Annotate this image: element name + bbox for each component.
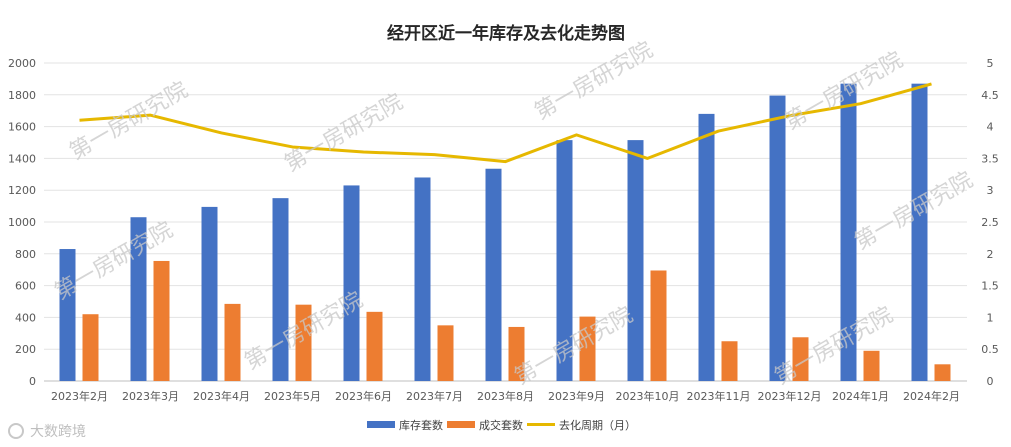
x-tick-label: 2023年12月 xyxy=(758,389,822,403)
bar-sales xyxy=(934,364,951,381)
watermark-text: 第一房研究院 xyxy=(281,90,408,178)
bar-sales xyxy=(295,304,312,381)
bar-inventory xyxy=(272,198,289,381)
bar-sales xyxy=(224,303,241,381)
bar-inventory xyxy=(911,83,928,382)
bar-sales xyxy=(650,270,667,381)
bar-inventory xyxy=(698,113,715,381)
y-left-tick-label: 600 xyxy=(15,280,36,293)
y-right-tick-label: 4.5 xyxy=(981,89,999,102)
y-right-tick-label: 3.5 xyxy=(981,152,999,165)
bar-inventory xyxy=(485,168,502,381)
y-left-tick-label: 800 xyxy=(15,248,36,261)
bar-sales xyxy=(437,325,454,381)
y-right-tick-label: 1 xyxy=(987,311,994,324)
x-tick-label: 2023年11月 xyxy=(687,389,751,403)
legend-swatch xyxy=(447,421,475,428)
bar-inventory xyxy=(59,249,76,381)
bar-sales xyxy=(153,260,170,381)
y-left-tick-label: 2000 xyxy=(8,57,36,70)
x-axis-labels: 2023年2月 2023年3月 2023年4月 2023年5月 2023年6月 2023年… xyxy=(51,389,960,403)
legend-swatch xyxy=(367,421,395,428)
y-left-tick-label: 0 xyxy=(29,375,36,388)
y-left-tick-label: 1200 xyxy=(8,184,36,197)
x-tick-label: 2023年2月 xyxy=(51,389,108,403)
bar-inventory xyxy=(414,177,431,381)
x-tick-label: 2023年7月 xyxy=(406,389,463,403)
corner-logo-text: 大数跨境 xyxy=(30,424,86,440)
bar-inventory xyxy=(556,140,573,381)
right-axis-ticks: 0 0.5 1 1.5 2 2.5 3 3.5 4 4.5 5 xyxy=(981,57,999,388)
bar-sales xyxy=(508,326,525,381)
y-right-tick-label: 4 xyxy=(987,121,994,134)
legend: 库存套数 成交套数 去化周期（月） xyxy=(367,418,636,432)
y-left-tick-label: 1800 xyxy=(8,89,36,102)
bar-sales xyxy=(721,341,738,381)
bar-sales xyxy=(366,311,383,381)
bar-series xyxy=(59,83,951,382)
line-series xyxy=(79,82,932,164)
logo-icon xyxy=(8,423,24,439)
bar-inventory xyxy=(343,185,360,381)
bar-sales xyxy=(863,350,880,381)
line-turnover-period xyxy=(79,82,932,164)
y-right-tick-label: 2.5 xyxy=(981,216,999,229)
x-tick-label: 2023年8月 xyxy=(477,389,534,403)
bar-inventory xyxy=(130,217,147,381)
bar-sales xyxy=(82,314,99,381)
watermark-text: 第一房研究院 xyxy=(531,38,658,126)
legend-label: 去化周期（月） xyxy=(559,418,636,432)
y-left-tick-label: 400 xyxy=(15,311,36,324)
x-tick-label: 2023年9月 xyxy=(548,389,605,403)
x-tick-label: 2023年4月 xyxy=(193,389,250,403)
y-left-tick-label: 200 xyxy=(15,343,36,356)
bar-inventory xyxy=(201,206,218,381)
gridlines xyxy=(44,62,967,382)
bar-inventory xyxy=(627,140,644,381)
bar-sales xyxy=(579,316,596,381)
y-right-tick-label: 1.5 xyxy=(981,280,999,293)
y-right-tick-label: 2 xyxy=(987,248,994,261)
x-tick-label: 2023年3月 xyxy=(122,389,179,403)
y-left-tick-label: 1000 xyxy=(8,216,36,229)
x-tick-label: 2024年2月 xyxy=(903,389,960,403)
y-right-tick-label: 0 xyxy=(987,375,994,388)
y-right-tick-label: 0.5 xyxy=(981,343,999,356)
x-tick-label: 2023年6月 xyxy=(335,389,392,403)
x-tick-label: 2023年10月 xyxy=(616,389,680,403)
left-axis-ticks: 0 200 400 600 800 1000 1200 1400 1600 1800 2000 xyxy=(8,57,36,388)
legend-label: 库存套数 xyxy=(399,418,443,432)
y-left-tick-label: 1600 xyxy=(8,121,36,134)
bar-inventory xyxy=(840,83,857,382)
watermark-text: 第一房研究院 xyxy=(511,303,638,391)
x-tick-label: 2024年1月 xyxy=(832,389,889,403)
y-right-tick-label: 5 xyxy=(987,57,994,70)
x-tick-label: 2023年5月 xyxy=(264,389,321,403)
bar-inventory xyxy=(769,95,786,381)
y-right-tick-label: 3 xyxy=(987,184,994,197)
bar-sales xyxy=(792,337,809,381)
legend-label: 成交套数 xyxy=(479,418,523,432)
corner-logo: 大数跨境 xyxy=(8,423,86,440)
chart-title: 经开区近一年库存及去化走势图 xyxy=(387,23,625,44)
y-left-tick-label: 1400 xyxy=(8,152,36,165)
